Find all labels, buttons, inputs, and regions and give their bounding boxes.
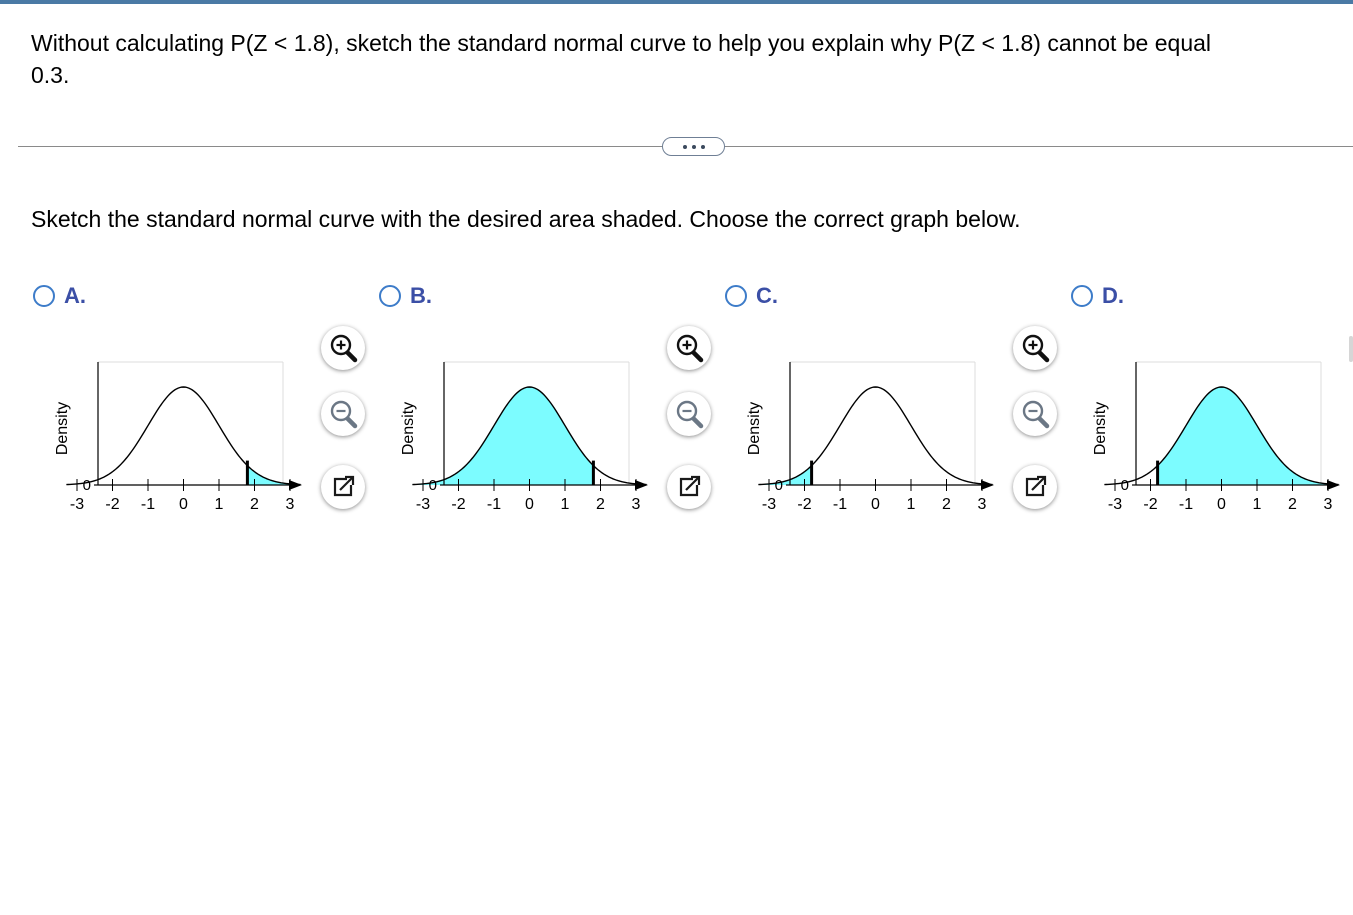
x-tick-label: -3	[70, 496, 84, 513]
expand-button[interactable]	[321, 465, 365, 509]
radio-button[interactable]	[33, 285, 55, 307]
x-axis-arrow	[289, 480, 302, 490]
y-zero-label: 0	[429, 477, 437, 494]
y-zero-label: 0	[1121, 477, 1129, 494]
question-text: Without calculating P(Z < 1.8), sketch t…	[31, 27, 1353, 91]
expand-button[interactable]	[1013, 465, 1057, 509]
x-tick-label: -2	[451, 496, 465, 513]
zoom-in-button[interactable]	[1013, 326, 1057, 370]
dot-icon	[691, 144, 696, 149]
x-tick-label: 3	[978, 496, 987, 513]
more-button[interactable]	[662, 137, 725, 156]
x-tick-label: -1	[487, 496, 501, 513]
y-axis-label: Density	[54, 402, 71, 455]
normal-curve-graph: -3 -2 -1 0 1 2 3 0 Density	[1078, 350, 1353, 535]
graph-svg: -3 -2 -1 0 1 2 3 0 Density	[54, 361, 302, 513]
expand-button[interactable]	[667, 465, 711, 509]
option-letter: B.	[410, 283, 432, 308]
zoom-out-button[interactable]	[321, 392, 365, 436]
question-line-2: 0.3.	[31, 62, 70, 88]
zoom-in-icon	[1022, 334, 1050, 363]
zoom-in-button[interactable]	[667, 326, 711, 370]
zoom-out-button[interactable]	[1013, 392, 1057, 436]
x-tick-label: -1	[141, 496, 155, 513]
shaded-area	[412, 387, 594, 485]
expand-icon	[679, 475, 701, 497]
x-axis-arrow	[635, 480, 648, 490]
x-tick-label: 2	[942, 496, 951, 513]
zoom-in-button[interactable]	[321, 326, 365, 370]
option-c[interactable]: C.	[725, 283, 778, 309]
zoom-out-icon	[330, 400, 358, 429]
x-tick-label: 0	[871, 496, 880, 513]
zoom-out-icon	[1022, 400, 1050, 429]
option-letter: D.	[1102, 283, 1124, 308]
x-tick-label: 3	[1324, 496, 1333, 513]
top-bar	[0, 0, 1353, 4]
x-tick-label: 3	[286, 496, 295, 513]
zoom-out-button[interactable]	[667, 392, 711, 436]
radio-button[interactable]	[725, 285, 747, 307]
normal-curve-graph: -3 -2 -1 0 1 2 3 0 Density	[40, 350, 320, 535]
y-axis-label: Density	[400, 402, 417, 455]
expand-icon	[1025, 475, 1047, 497]
option-a[interactable]: A.	[33, 283, 86, 309]
x-tick-label: 0	[179, 496, 188, 513]
x-tick-label: -3	[416, 496, 430, 513]
normal-curve-graph: -3 -2 -1 0 1 2 3 0 Density	[732, 350, 1012, 535]
expand-icon	[333, 475, 355, 497]
instruction-text: Sketch the standard normal curve with th…	[31, 206, 1021, 232]
shaded-area	[247, 465, 301, 485]
y-zero-label: 0	[83, 477, 91, 494]
x-tick-label: 2	[250, 496, 259, 513]
x-tick-label: -3	[1108, 496, 1122, 513]
zoom-out-icon	[676, 400, 704, 429]
x-tick-label: -2	[1143, 496, 1157, 513]
graph-svg: -3 -2 -1 0 1 2 3 0 Density	[1092, 361, 1340, 513]
zoom-in-icon	[330, 334, 358, 363]
normal-curve-graph: -3 -2 -1 0 1 2 3 0 Density	[386, 350, 666, 535]
x-tick-label: 1	[561, 496, 570, 513]
dot-icon	[700, 144, 705, 149]
x-tick-label: -1	[833, 496, 847, 513]
x-tick-label: 1	[215, 496, 224, 513]
x-tick-label: 2	[596, 496, 605, 513]
option-letter: C.	[756, 283, 778, 308]
x-tick-label: 0	[525, 496, 534, 513]
normal-curve	[66, 386, 301, 486]
zoom-in-icon	[676, 334, 704, 363]
x-axis-arrow	[981, 480, 994, 490]
graph-svg: -3 -2 -1 0 1 2 3 0 Density	[746, 361, 994, 513]
normal-curve	[758, 386, 993, 486]
x-axis-arrow	[1327, 480, 1340, 490]
shaded-area	[1157, 387, 1339, 485]
normal-curve	[1104, 386, 1339, 486]
x-tick-label: -1	[1179, 496, 1193, 513]
question-line-1: Without calculating P(Z < 1.8), sketch t…	[31, 30, 1212, 56]
graph-svg: -3 -2 -1 0 1 2 3 0 Density	[400, 361, 648, 513]
option-b[interactable]: B.	[379, 283, 432, 309]
x-tick-label: 1	[907, 496, 916, 513]
x-tick-label: -3	[762, 496, 776, 513]
option-d[interactable]: D.	[1071, 283, 1124, 309]
radio-button[interactable]	[379, 285, 401, 307]
x-tick-label: 3	[632, 496, 641, 513]
radio-button[interactable]	[1071, 285, 1093, 307]
x-tick-label: 0	[1217, 496, 1226, 513]
y-axis-label: Density	[746, 402, 763, 455]
x-tick-label: 1	[1253, 496, 1262, 513]
shaded-area	[758, 465, 812, 485]
option-letter: A.	[64, 283, 86, 308]
dot-icon	[682, 144, 687, 149]
x-tick-label: 2	[1288, 496, 1297, 513]
y-axis-label: Density	[1092, 402, 1109, 455]
y-zero-label: 0	[775, 477, 783, 494]
normal-curve	[412, 386, 647, 486]
x-tick-label: -2	[797, 496, 811, 513]
x-tick-label: -2	[105, 496, 119, 513]
scroll-handle[interactable]	[1349, 336, 1353, 362]
